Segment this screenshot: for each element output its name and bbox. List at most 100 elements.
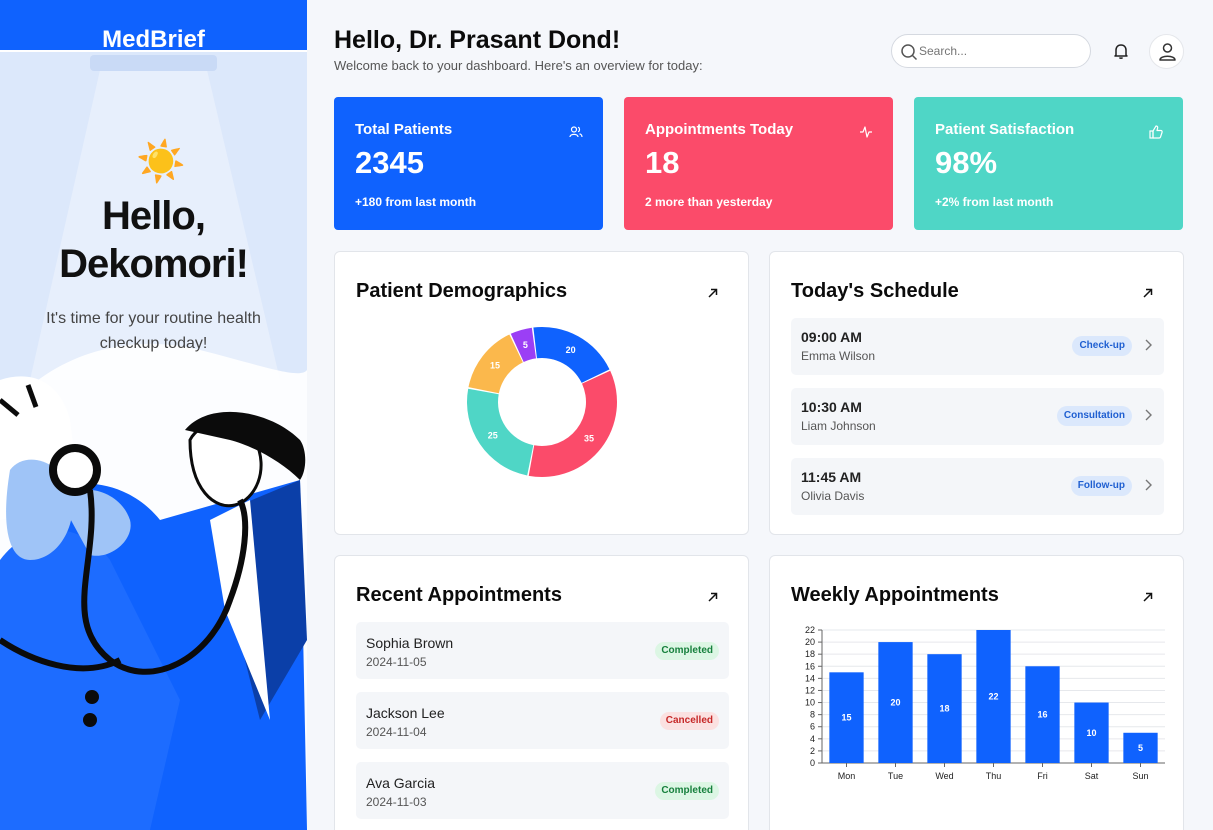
appointment-date: 2024-11-03: [366, 795, 427, 809]
stat-delta: +180 from last month: [355, 195, 477, 209]
y-tick-label: 2: [810, 746, 815, 756]
stat-label: Total Patients: [355, 121, 453, 138]
schedule-item[interactable]: 10:30 AM Liam Johnson Consultation: [791, 388, 1164, 445]
schedule-item[interactable]: 11:45 AM Olivia Davis Follow-up: [791, 458, 1164, 515]
user-avatar-button[interactable]: [1149, 34, 1184, 69]
schedule-patient-name: Liam Johnson: [801, 419, 876, 433]
bar-value-label: 15: [841, 713, 851, 723]
bar: [1123, 732, 1158, 763]
appointment-item[interactable]: Ava Garcia 2024-11-03 Completed: [356, 762, 729, 819]
x-tick-label: Fri: [1037, 771, 1048, 781]
stat-value: 18: [645, 145, 680, 180]
sidebar-greeting: Hello, Dekomori!: [0, 192, 307, 288]
demographics-panel: Patient Demographics 20 35 25 15 5: [334, 251, 749, 535]
y-tick-label: 22: [805, 625, 815, 635]
schedule-patient-name: Olivia Davis: [801, 489, 865, 503]
bar: [927, 654, 962, 763]
user-icon: [1159, 43, 1176, 61]
sidebar: MedBrief ☀️ Hello, Dekomori! It's time f…: [0, 0, 307, 830]
stat-delta: 2 more than yesterday: [645, 195, 773, 209]
sidebar-greeting-line2: Dekomori!: [59, 242, 249, 286]
donut-slice: [468, 334, 523, 394]
bar-value-label: 16: [1037, 710, 1047, 720]
appointment-type-badge: Follow-up: [1070, 476, 1132, 496]
bell-icon[interactable]: [1110, 40, 1132, 62]
appointment-type-badge: Check-up: [1072, 336, 1132, 356]
page-title: Hello, Dr. Prasant Dond!: [334, 26, 621, 54]
sidebar-greeting-line1: Hello,: [102, 194, 206, 238]
activity-icon: [860, 126, 872, 138]
chevron-right-icon[interactable]: [1144, 479, 1152, 491]
donut-slice-label: 15: [490, 361, 500, 371]
status-badge: Completed: [655, 782, 719, 800]
bar: [829, 672, 864, 763]
stat-delta: +2% from last month: [935, 195, 1054, 209]
search-input[interactable]: [919, 42, 1079, 60]
donut-slice: [510, 327, 537, 362]
recent-appointments-panel: Recent Appointments Sophia Brown 2024-11…: [334, 555, 749, 830]
schedule-patient-name: Emma Wilson: [801, 349, 876, 363]
donut-slice-label: 20: [566, 345, 576, 355]
stat-card-patient-satisfaction: Patient Satisfaction 98% +2% from last m…: [914, 97, 1183, 230]
y-tick-label: 10: [805, 698, 815, 708]
brand-logo[interactable]: MedBrief: [102, 26, 205, 53]
donut-slice: [467, 388, 534, 476]
appointment-patient-name: Ava Garcia: [366, 775, 435, 791]
brand-bar: [0, 0, 307, 52]
y-tick-label: 12: [805, 685, 815, 695]
weekly-bar-chart: 0 2 4 6 8 10 12 14 16 18 20 22 15 Mon 20 Tue 18 Wed 22 Thu 1…: [805, 625, 1165, 781]
appointment-date: 2024-11-05: [366, 655, 427, 669]
x-tick-label: Tue: [888, 771, 903, 781]
y-tick-label: 18: [805, 649, 815, 659]
expand-icon[interactable]: [1143, 592, 1153, 602]
status-badge: Completed: [655, 642, 719, 660]
search-icon: [901, 44, 918, 61]
chevron-right-icon[interactable]: [1144, 409, 1152, 421]
expand-icon[interactable]: [708, 288, 718, 298]
chevron-right-icon[interactable]: [1144, 339, 1152, 351]
x-tick-label: Sun: [1132, 771, 1148, 781]
thumbs-up-icon: [1149, 125, 1163, 139]
schedule-panel: Today's Schedule 09:00 AM Emma Wilson Ch…: [769, 251, 1184, 535]
y-tick-label: 0: [810, 758, 815, 768]
expand-icon[interactable]: [1143, 288, 1153, 298]
users-icon: [569, 126, 583, 138]
x-tick-label: Mon: [838, 771, 856, 781]
y-tick-label: 14: [805, 673, 815, 683]
y-tick-label: 8: [810, 710, 815, 720]
bar: [976, 630, 1011, 763]
y-tick-label: 20: [805, 637, 815, 647]
bar-value-label: 10: [1086, 728, 1096, 738]
stat-value: 98%: [935, 145, 998, 180]
page-subtitle: Welcome back to your dashboard. Here's a…: [334, 58, 703, 73]
donut-slice: [533, 327, 610, 383]
sidebar-subtitle: It's time for your routine health checku…: [46, 310, 261, 352]
sun-icon: ☀️: [136, 140, 186, 184]
y-tick-label: 4: [810, 734, 815, 744]
donut-slice-label: 35: [584, 433, 594, 443]
stat-value: 2345: [355, 145, 424, 180]
doctor-illustration: [0, 55, 307, 830]
appointment-type-badge: Consultation: [1056, 406, 1132, 426]
search-box[interactable]: [891, 34, 1091, 68]
x-tick-label: Thu: [986, 771, 1002, 781]
recent-appointments-title: Recent Appointments: [356, 584, 562, 606]
expand-icon[interactable]: [708, 592, 718, 602]
demographics-title: Patient Demographics: [356, 280, 568, 302]
stat-label: Patient Satisfaction: [935, 121, 1075, 138]
y-tick-label: 16: [805, 661, 815, 671]
schedule-item[interactable]: 09:00 AM Emma Wilson Check-up: [791, 318, 1164, 375]
appointment-patient-name: Jackson Lee: [366, 705, 445, 721]
bar-value-label: 22: [988, 692, 998, 702]
appointment-item[interactable]: Jackson Lee 2024-11-04 Cancelled: [356, 692, 729, 749]
appointment-item[interactable]: Sophia Brown 2024-11-05 Completed: [356, 622, 729, 679]
donut-slice-label: 5: [523, 340, 528, 350]
weekly-appointments-panel: Weekly Appointments 0 2 4 6 8 10 12 14 16 18 20 22 1…: [769, 555, 1184, 830]
stat-card-total-patients: Total Patients 2345 +180 from last month: [334, 97, 603, 230]
x-tick-label: Wed: [935, 771, 953, 781]
status-badge: Cancelled: [659, 712, 719, 730]
bar-value-label: 20: [890, 698, 900, 708]
demographics-donut-chart: 20 35 25 15 5: [467, 327, 617, 477]
appointment-patient-name: Sophia Brown: [366, 635, 454, 651]
stat-label: Appointments Today: [645, 121, 794, 138]
